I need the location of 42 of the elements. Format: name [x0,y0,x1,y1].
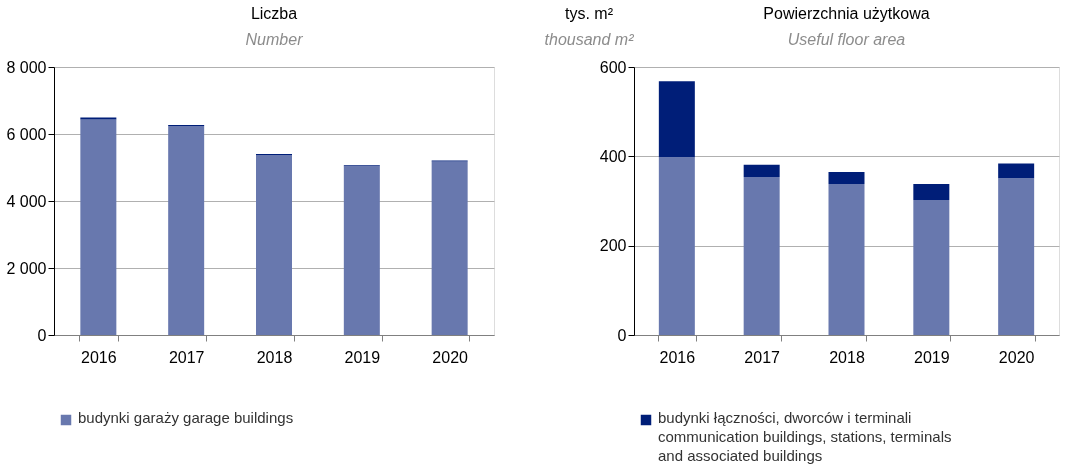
y-tick-label: 600 [599,58,627,76]
chart-title: Powierzchnia użytkowa [763,5,930,22]
bar [343,166,380,335]
bar [168,125,205,335]
bar [913,184,950,201]
y-tick-label: 0 [617,326,627,344]
y-tick-label: 200 [599,237,627,255]
y-tick-label: 8 000 [6,58,47,76]
bar [431,161,468,335]
x-tick-label: 2018 [829,348,865,366]
y-tick-label: 6 000 [6,125,47,143]
y-tick-label: 0 [37,326,47,344]
x-tick-label: 2019 [914,348,950,366]
bar [743,176,780,335]
bar [743,164,780,177]
chart-subtitle: Number [245,31,304,48]
x-tick-label: 2017 [744,348,781,366]
x-tick-label: 2019 [344,348,381,366]
bar [913,200,950,335]
bar [998,178,1035,335]
bar [828,184,865,335]
bar [658,81,695,158]
x-tick-label: 2020 [432,348,469,366]
x-tick-label: 2016 [659,348,696,366]
bar [828,171,865,185]
chart-subtitle: Useful floor area [787,31,906,48]
y-tick-label: 4 000 [6,192,47,210]
bar [658,157,695,335]
legend-label: budynki garaży garage buildings [78,409,294,426]
legend-label: budynki łączności, dworców i terminali communication buildings, stations, terminals and associated buildings [658,409,952,464]
y-tick-label: 2 000 [6,259,47,277]
x-tick-label: 2017 [168,348,205,366]
y-tick-label: 400 [599,147,627,165]
x-tick-label: 2016 [81,348,117,366]
x-tick-label: 2018 [256,348,293,366]
x-tick-label: 2020 [998,348,1035,366]
chart-title: Liczba [250,5,298,22]
y-axis-title: tys. m² thousand m² [544,5,635,48]
bar [80,119,117,335]
bar [80,117,117,120]
bar [256,155,292,335]
bar [998,163,1035,179]
